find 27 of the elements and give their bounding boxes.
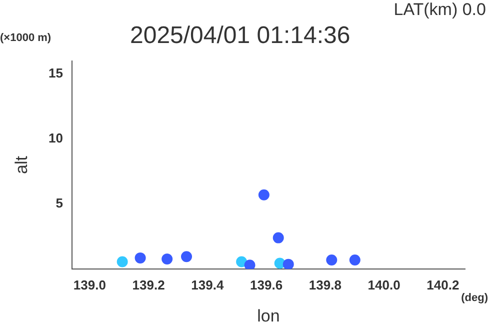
point — [326, 254, 338, 266]
point — [116, 256, 128, 268]
text: (×1000 m) — [0, 32, 52, 44]
x-tick-label: 139.8 — [308, 277, 342, 292]
x-axis-title: lon — [257, 306, 280, 326]
point — [244, 260, 256, 269]
x-tick-label: 139.6 — [250, 277, 283, 292]
x-tick-label: 139.4 — [191, 277, 224, 292]
y-tick-label: 5 — [56, 196, 63, 211]
x-tick-label: 139.2 — [132, 277, 165, 292]
point — [236, 256, 248, 268]
text: LAT(km) 0.0 — [394, 0, 486, 20]
point — [282, 258, 294, 269]
point — [162, 253, 173, 264]
point — [272, 232, 284, 244]
point — [258, 189, 270, 200]
y-tick-label: 10 — [48, 130, 63, 146]
text: (deg) — [461, 292, 488, 304]
point — [181, 251, 192, 262]
x-tick-label: 140.2 — [426, 277, 460, 292]
y-tick-label: 15 — [48, 66, 63, 81]
x-tick-label: 140.0 — [368, 277, 400, 292]
chart-title: 2025/04/01 01:14:36 — [130, 22, 350, 50]
point — [349, 254, 360, 266]
y-axis-title: alt — [12, 156, 31, 174]
x-tick-label: 139.0 — [73, 277, 106, 292]
point — [134, 252, 146, 264]
